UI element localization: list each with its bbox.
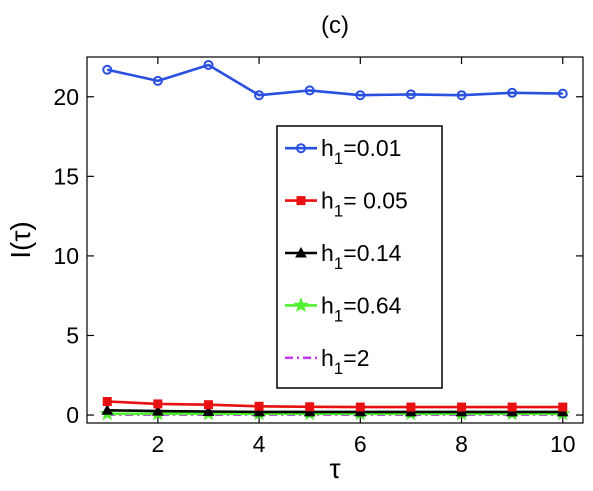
axis-ticks: 2 4 6 8 10 0 5 10 15 20 [53,57,583,457]
data-point [305,402,315,412]
data-point [405,89,416,100]
data-point [101,404,114,415]
data-point [254,401,264,411]
data-point [203,59,214,70]
y-tick-label: 10 [53,243,79,269]
data-point [102,64,113,75]
series-h1= 0.05 [102,397,568,412]
y-tick-label: 15 [53,163,79,189]
data-point [202,405,215,417]
data-point [355,90,366,101]
data-point [254,90,265,101]
data-point [102,397,112,407]
legend-entry: h1= 0.05 [285,188,408,221]
legend-label: h1=0.01 [321,135,401,168]
y-tick-label: 20 [53,84,79,110]
data-point [203,400,213,410]
series-layer [99,59,571,421]
legend-entry: h1=0.14 [285,240,402,273]
legend-entry: h1=2 [285,345,370,378]
x-tick-label: 2 [151,431,164,457]
data-point [253,405,265,417]
data-point [507,87,518,98]
data-point [153,399,163,409]
plot-area [86,56,584,424]
data-point [558,402,568,412]
data-point [303,405,316,417]
x-tick-label: 8 [455,431,468,457]
chart-title: (c) [321,12,349,39]
x-tick-label: 10 [550,431,576,457]
legend-marker [293,297,309,312]
legend-label: h1=0.64 [321,292,402,325]
legend: h1=0.01 h1= 0.05 h1=0.14 h1=0.64 h1=2 [276,125,443,389]
series-line [106,63,563,97]
data-point [557,88,568,99]
data-point [457,402,467,412]
data-point [152,405,164,416]
y-tick-label: 5 [66,322,79,348]
data-point [406,402,416,412]
y-tick-label: 0 [66,402,79,428]
legend-entry: h1=0.64 [285,292,402,325]
x-axis-label: τ [329,453,340,484]
data-point [355,402,365,412]
legend-label: h1=0.14 [321,240,402,273]
series-h1=0.01 [102,59,568,101]
series-line [107,400,563,409]
legend-marker [295,246,307,258]
data-point [507,402,517,412]
legend-entry: h1=0.01 [285,135,401,168]
data-point [152,75,163,86]
data-point [456,90,467,101]
legend-marker [296,196,306,206]
x-tick-label: 4 [253,431,266,457]
legend-marker [296,143,306,154]
legend-label: h1=2 [321,345,370,378]
y-axis-label: I(τ) [5,221,36,259]
x-tick-label: 6 [354,431,367,457]
data-point [304,85,315,96]
series-line [107,409,563,414]
legend-label: h1= 0.05 [321,188,408,221]
